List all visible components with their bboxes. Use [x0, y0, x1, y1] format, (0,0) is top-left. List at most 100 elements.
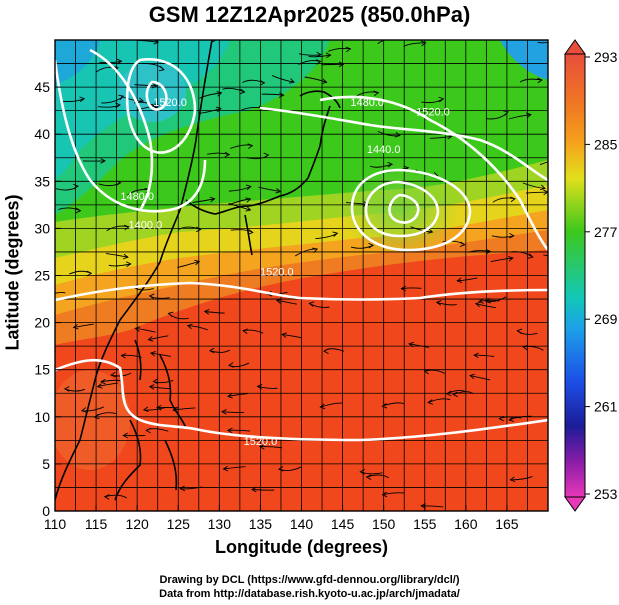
streamline-arrow [215, 106, 222, 113]
streamline-arrow [308, 301, 315, 307]
streamline-arrow [509, 232, 515, 239]
x-tick-label: 125 [167, 516, 191, 532]
streamline-arrow [275, 298, 282, 304]
streamline-arrow [510, 196, 516, 203]
x-tick-label: 130 [208, 516, 232, 532]
streamline-arrow [194, 259, 201, 266]
contour-label: 1520.0 [416, 106, 450, 118]
streamline [100, 379, 122, 383]
streamline [99, 60, 122, 64]
streamline-arrow [345, 46, 352, 53]
colorbar-tick-label: 277 [594, 224, 618, 240]
contour-label: 1480.0 [120, 191, 154, 203]
streamline-arrow [226, 427, 233, 434]
streamline-arrow [179, 485, 186, 492]
streamline-arrow [427, 399, 434, 405]
streamline [199, 92, 222, 99]
streamline [222, 411, 245, 413]
streamline-arrow [247, 143, 254, 149]
streamline-arrow [315, 59, 322, 65]
streamline-arrow [93, 413, 100, 420]
streamline-arrow [155, 404, 162, 411]
streamline-arrow [485, 248, 492, 255]
streamline-arrow [209, 196, 216, 203]
streamline [474, 354, 495, 357]
streamline-arrow [508, 255, 514, 262]
streamline-arrow [312, 247, 319, 253]
y-tick-label: 10 [34, 409, 50, 425]
streamline [328, 47, 351, 52]
contour-label: 1520.0 [244, 436, 278, 448]
streamline-arrow [281, 332, 288, 338]
streamline [409, 343, 430, 348]
streamline [537, 41, 548, 44]
streamline-arrow [242, 328, 248, 334]
streamline-arrow [122, 432, 128, 439]
streamline [436, 301, 457, 306]
streamline-arrow [222, 465, 229, 472]
streamline-arrow [115, 180, 122, 186]
streamline [73, 323, 94, 328]
streamline-arrow [167, 311, 174, 318]
streamline-arrow [263, 152, 270, 159]
streamline-arrow [438, 96, 445, 103]
streamline-arrow [110, 371, 116, 378]
streamline [369, 163, 393, 168]
streamline-arrow [427, 228, 434, 234]
streamline-arrow [247, 229, 254, 235]
streamline-arrow [363, 201, 369, 207]
streamline-arrow [148, 293, 155, 300]
streamline-arrow [186, 323, 193, 330]
streamline-arrow [149, 351, 156, 357]
streamline-arrow [123, 224, 130, 231]
x-tick-label: 135 [249, 516, 273, 532]
y-tick-label: 35 [34, 173, 50, 189]
streamline-arrow [116, 58, 123, 65]
streamline-arrow [227, 393, 233, 399]
streamline-arrow [103, 494, 110, 500]
streamline [150, 352, 171, 357]
streamline [469, 375, 491, 381]
streamline [108, 263, 131, 267]
streamline [547, 45, 548, 48]
streamline-arrow [555, 36, 560, 41]
streamline-arrow [142, 406, 149, 413]
streamline [468, 250, 491, 253]
contour-labels: 1520.0 1520.0 1440.0 1480.0 1520.0 1520.0 1480… [120, 97, 449, 448]
streamline-arrow [123, 253, 129, 260]
streamline [257, 385, 278, 389]
streamline-arrow [63, 386, 70, 392]
colorbar-gradient [564, 53, 586, 498]
streamline-arrow [474, 301, 481, 308]
streamline-arrow [423, 368, 430, 375]
streamline-arrow [508, 416, 515, 423]
streamline-arrow [323, 348, 329, 355]
streamline-arrow [120, 353, 127, 359]
streamline-arrow [420, 503, 426, 509]
streamline-arrow [381, 491, 388, 498]
streamline-arrow [96, 383, 103, 389]
streamline [304, 76, 327, 83]
streamline-arrow [145, 427, 151, 434]
streamline [282, 333, 303, 339]
streamline-arrow [338, 61, 345, 68]
streamline-arrow [45, 293, 50, 298]
y-tick-label: 30 [34, 220, 50, 236]
streamline-arrow [527, 253, 534, 259]
coastlines [55, 40, 341, 501]
streamline-arrow [86, 270, 93, 277]
streamline [271, 75, 295, 83]
streamline-arrow [394, 131, 401, 138]
streamline-arrow [259, 80, 266, 86]
streamline-arrow [321, 78, 328, 85]
streamline-arrow [332, 231, 339, 237]
streamline [428, 398, 451, 403]
streamline-arrow [325, 52, 332, 59]
streamline-arrow [115, 102, 121, 109]
streamline [55, 292, 66, 294]
streamline [382, 492, 405, 496]
streamline-arrow [75, 207, 82, 214]
streamline [105, 253, 128, 258]
streamline-arrow [478, 298, 484, 304]
streamline [525, 191, 548, 194]
